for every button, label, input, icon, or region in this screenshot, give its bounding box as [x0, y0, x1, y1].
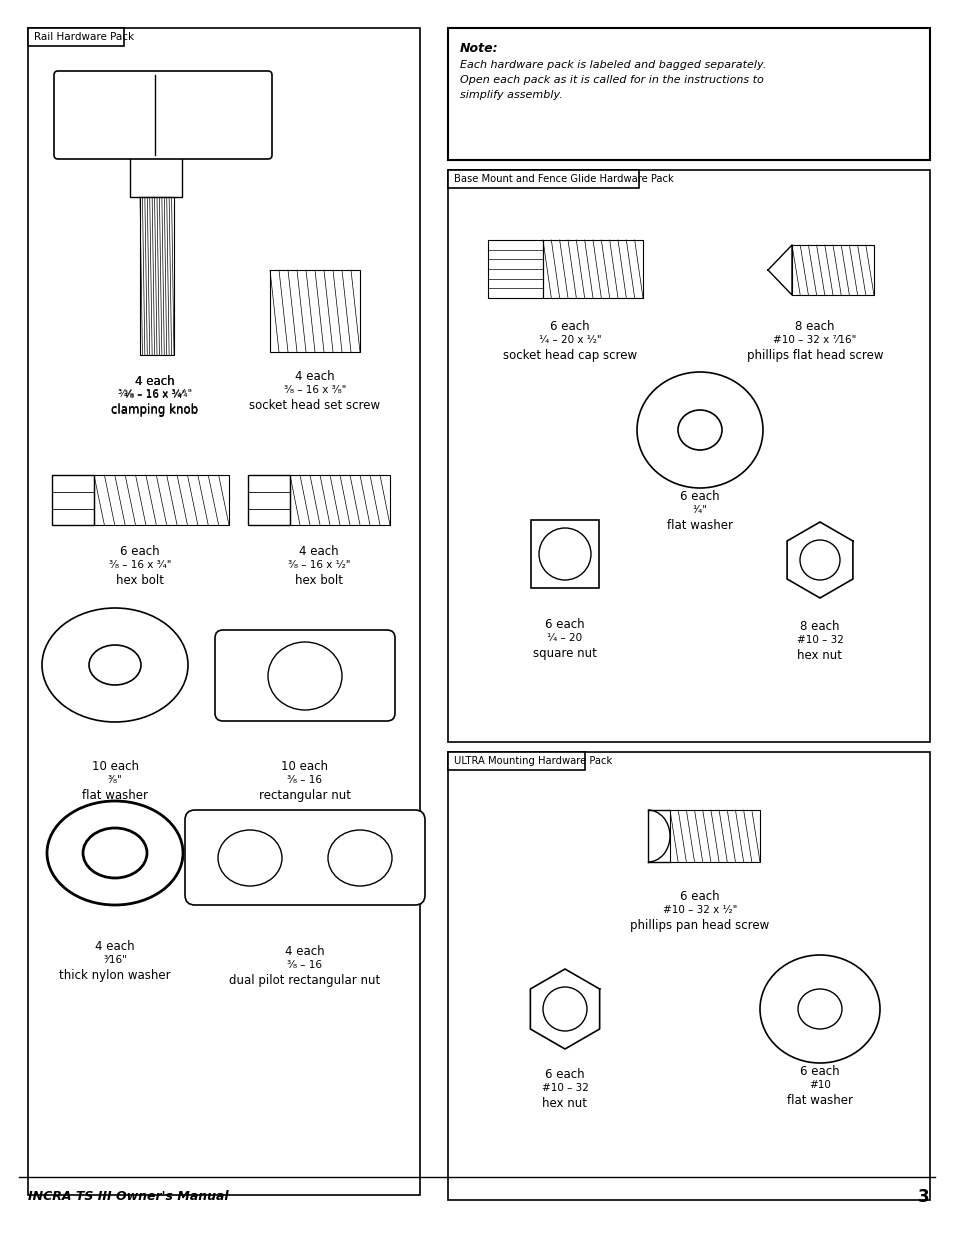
Bar [448, 170, 929, 742]
Text: #10 – 32: #10 – 32 [541, 1083, 588, 1093]
Text: ³⁄₈ – 16 x ³⁄₄": ³⁄₈ – 16 x ³⁄₄" [124, 390, 186, 400]
Ellipse shape [538, 529, 590, 580]
Text: clamping knob: clamping knob [112, 404, 198, 417]
Text: thick nylon washer: thick nylon washer [59, 969, 171, 982]
Text: ³⁄₈ – 16: ³⁄₈ – 16 [287, 776, 322, 785]
Bar [28, 28, 419, 1195]
Ellipse shape [89, 645, 141, 685]
Text: ³⁄16": ³⁄16" [103, 955, 127, 965]
Bar [542, 240, 642, 298]
Ellipse shape [47, 802, 183, 905]
Ellipse shape [760, 955, 879, 1063]
Text: 8 each: 8 each [795, 320, 834, 333]
Text: 6 each: 6 each [679, 890, 720, 903]
Bar [791, 245, 873, 295]
Text: #10 – 32: #10 – 32 [796, 635, 842, 645]
Bar [94, 475, 229, 525]
Text: INCRA TS III Owner's Manual: INCRA TS III Owner's Manual [28, 1191, 229, 1203]
Text: 4 each: 4 each [299, 545, 338, 558]
Text: Base Mount and Fence Glide Hardware Pack: Base Mount and Fence Glide Hardware Pack [454, 174, 673, 184]
Text: flat washer: flat washer [82, 789, 148, 802]
Text: 6 each: 6 each [550, 320, 589, 333]
Polygon shape [767, 245, 791, 295]
Text: phillips flat head screw: phillips flat head screw [746, 350, 882, 362]
Ellipse shape [800, 540, 840, 580]
Ellipse shape [542, 987, 586, 1031]
Ellipse shape [83, 827, 147, 878]
Text: ³⁄₈ – 16 x ¹⁄₂": ³⁄₈ – 16 x ¹⁄₂" [288, 559, 350, 571]
FancyBboxPatch shape [185, 810, 424, 905]
Bar [130, 156, 182, 198]
Text: ³⁄₈ – 16 x ³⁄₄": ³⁄₈ – 16 x ³⁄₄" [109, 559, 172, 571]
Text: hex bolt: hex bolt [116, 574, 164, 587]
Text: 6 each: 6 each [544, 1068, 584, 1081]
Text: hex nut: hex nut [797, 650, 841, 662]
Text: hex nut: hex nut [542, 1097, 587, 1110]
Text: 6 each: 6 each [800, 1065, 839, 1078]
Text: ³⁄₈ – 16: ³⁄₈ – 16 [287, 960, 322, 969]
Text: 6 each: 6 each [120, 545, 160, 558]
Text: ¹⁄₄ – 20: ¹⁄₄ – 20 [547, 634, 582, 643]
Text: square nut: square nut [533, 647, 597, 659]
Bar [448, 752, 584, 769]
Text: socket head set screw: socket head set screw [249, 399, 380, 412]
Bar [669, 810, 760, 862]
Text: dual pilot rectangular nut: dual pilot rectangular nut [229, 974, 380, 987]
Bar [488, 240, 542, 298]
Text: 8 each: 8 each [800, 620, 839, 634]
Text: 6 each: 6 each [679, 490, 720, 503]
Ellipse shape [328, 830, 392, 885]
Bar [248, 475, 290, 525]
Text: Each hardware pack is labeled and bagged separately.
Open each pack as it is cal: Each hardware pack is labeled and bagged… [459, 61, 765, 100]
Text: 4 each: 4 each [285, 945, 324, 958]
Text: #10 – 32 x ⁷⁄16": #10 – 32 x ⁷⁄16" [773, 335, 856, 345]
Text: phillips pan head screw: phillips pan head screw [630, 919, 769, 932]
Text: ¾⁄₈ – 16 x ¾⁄₄": ¾⁄₈ – 16 x ¾⁄₄" [118, 389, 192, 399]
Bar [28, 28, 124, 46]
Text: rectangular nut: rectangular nut [258, 789, 351, 802]
Text: 6 each: 6 each [544, 618, 584, 631]
Text: clamping knob: clamping knob [112, 403, 198, 416]
Text: 4 each: 4 each [135, 375, 174, 388]
Text: 4 each: 4 each [135, 375, 174, 388]
Bar [270, 270, 359, 352]
Ellipse shape [797, 989, 841, 1029]
Text: 4 each: 4 each [294, 370, 335, 383]
Text: ³⁄₈": ³⁄₈" [108, 776, 122, 785]
Text: flat washer: flat washer [666, 519, 732, 532]
Bar [531, 520, 598, 588]
Bar [448, 28, 929, 161]
Text: ¹⁄₄ – 20 x ¹⁄₂": ¹⁄₄ – 20 x ¹⁄₂" [538, 335, 600, 345]
Ellipse shape [42, 608, 188, 722]
Ellipse shape [268, 642, 341, 710]
Bar [140, 198, 173, 354]
Text: #10: #10 [808, 1079, 830, 1091]
Text: socket head cap screw: socket head cap screw [502, 350, 637, 362]
Text: 10 each: 10 each [281, 760, 328, 773]
Text: 3: 3 [918, 1188, 929, 1207]
Text: ³⁄₈ – 16 x ³⁄₈": ³⁄₈ – 16 x ³⁄₈" [283, 385, 346, 395]
Text: #10 – 32 x ¹⁄₂": #10 – 32 x ¹⁄₂" [662, 905, 737, 915]
FancyBboxPatch shape [54, 70, 272, 159]
Ellipse shape [218, 830, 282, 885]
Bar [448, 752, 929, 1200]
Text: 4 each: 4 each [95, 940, 134, 953]
Text: 10 each: 10 each [91, 760, 138, 773]
Text: Note:: Note: [459, 42, 498, 56]
Text: ULTRA Mounting Hardware Pack: ULTRA Mounting Hardware Pack [454, 756, 612, 766]
Bar [52, 475, 94, 525]
Text: hex bolt: hex bolt [294, 574, 343, 587]
Text: Rail Hardware Pack: Rail Hardware Pack [34, 32, 134, 42]
Bar [290, 475, 390, 525]
Bar [448, 170, 638, 188]
Ellipse shape [637, 372, 762, 488]
Ellipse shape [678, 410, 721, 450]
Text: ¹⁄₄": ¹⁄₄" [692, 505, 707, 515]
Text: flat washer: flat washer [786, 1094, 852, 1107]
FancyBboxPatch shape [214, 630, 395, 721]
